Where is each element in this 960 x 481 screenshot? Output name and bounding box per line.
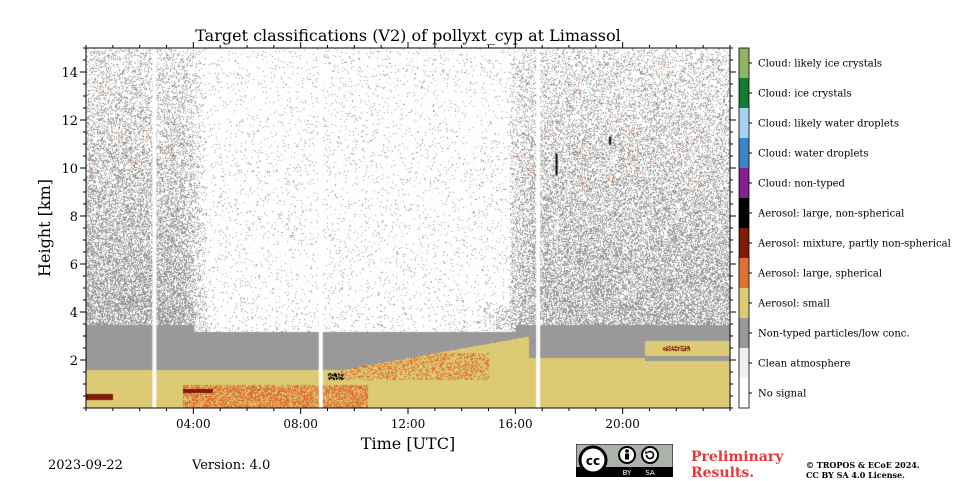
chart-title: Target classifications (V2) of pollyxt_c… <box>195 26 621 45</box>
y-axis-label: Height [km] <box>35 179 54 277</box>
x-tick-label: 20:00 <box>605 417 640 431</box>
version-label: Version: 4.0 <box>192 458 271 473</box>
sa-share-alike-icon <box>641 446 659 464</box>
y-tick-label: 4 <box>70 306 78 321</box>
copyright-line-2: CC BY SA 4.0 License. <box>806 470 905 480</box>
copyright-note: © TROPOS & ECoE 2024. CC BY SA 4.0 Licen… <box>806 460 920 480</box>
cc-logo-icon <box>578 445 608 475</box>
x-axis-label: Time [UTC] <box>361 434 455 453</box>
legend-entry: Cloud: non-typed <box>758 179 846 190</box>
y-tick-label: 6 <box>70 258 78 273</box>
sa-label: SA <box>645 469 655 477</box>
colorbar-swatch <box>739 378 749 408</box>
legend-entry: Aerosol: large, non-spherical <box>757 209 904 220</box>
class-colorbar: No signal Clean atmosphere Non-typed parti… <box>738 47 951 409</box>
y-tick-label: 10 <box>61 162 78 177</box>
colorbar-swatch <box>739 108 749 138</box>
colorbar-swatch <box>739 288 749 318</box>
y-tick-label: 2 <box>70 354 78 369</box>
y-tick-label: 12 <box>61 114 78 129</box>
cc-logo-text: cc <box>586 454 600 468</box>
preliminary-results-note: Preliminary Results. <box>691 449 783 481</box>
legend-entry: Clean atmosphere <box>758 359 851 370</box>
colorbar-frame <box>738 47 750 409</box>
colorbar-swatch <box>739 348 749 378</box>
colorbar-swatch <box>739 198 749 228</box>
y-tick-label: 8 <box>70 210 78 225</box>
colorbar-swatch <box>739 78 749 108</box>
colorbar-swatch <box>739 258 749 288</box>
legend-entry: Aerosol: small <box>757 299 830 310</box>
legend-entry: Aerosol: large, spherical <box>757 269 882 280</box>
plot-area <box>85 47 731 409</box>
legend-entry: Non-typed particles/low conc. <box>758 329 910 340</box>
y-tick-label: 14 <box>61 66 78 81</box>
x-tick-label: 16:00 <box>498 417 533 431</box>
colorbar-swatch <box>739 48 749 78</box>
colorbar-swatch <box>739 228 749 258</box>
legend-entry: Cloud: likely water droplets <box>758 119 899 130</box>
cc-by-sa-license-badge: cc BY SA <box>576 444 673 477</box>
measurement-date: 2023-09-22 <box>48 458 123 473</box>
y-axis: 2 4 6 8 10 12 14 <box>61 47 736 409</box>
legend-entry: Cloud: ice crystals <box>758 89 852 100</box>
legend-entry: Aerosol: mixture, partly non-spherical <box>757 239 951 250</box>
legend-entry: Cloud: likely ice crystals <box>758 59 882 70</box>
preliminary-line-2: Results. <box>691 465 755 481</box>
copyright-line-1: © TROPOS & ECoE 2024. <box>806 460 920 470</box>
classification-heatmap <box>86 48 730 408</box>
colorbar-swatch <box>739 168 749 198</box>
x-tick-label: 12:00 <box>391 417 426 431</box>
colorbar-swatch <box>739 318 749 348</box>
by-label: BY <box>623 469 632 477</box>
x-tick-label: 08:00 <box>283 417 318 431</box>
x-axis: 04:00 08:00 12:00 16:00 20:00 <box>85 42 731 431</box>
x-tick-label: 04:00 <box>176 417 211 431</box>
preliminary-line-1: Preliminary <box>691 449 784 465</box>
legend-entry: Cloud: water droplets <box>758 149 869 160</box>
colorbar-swatch <box>739 138 749 168</box>
legend-entry: No signal <box>758 389 806 400</box>
